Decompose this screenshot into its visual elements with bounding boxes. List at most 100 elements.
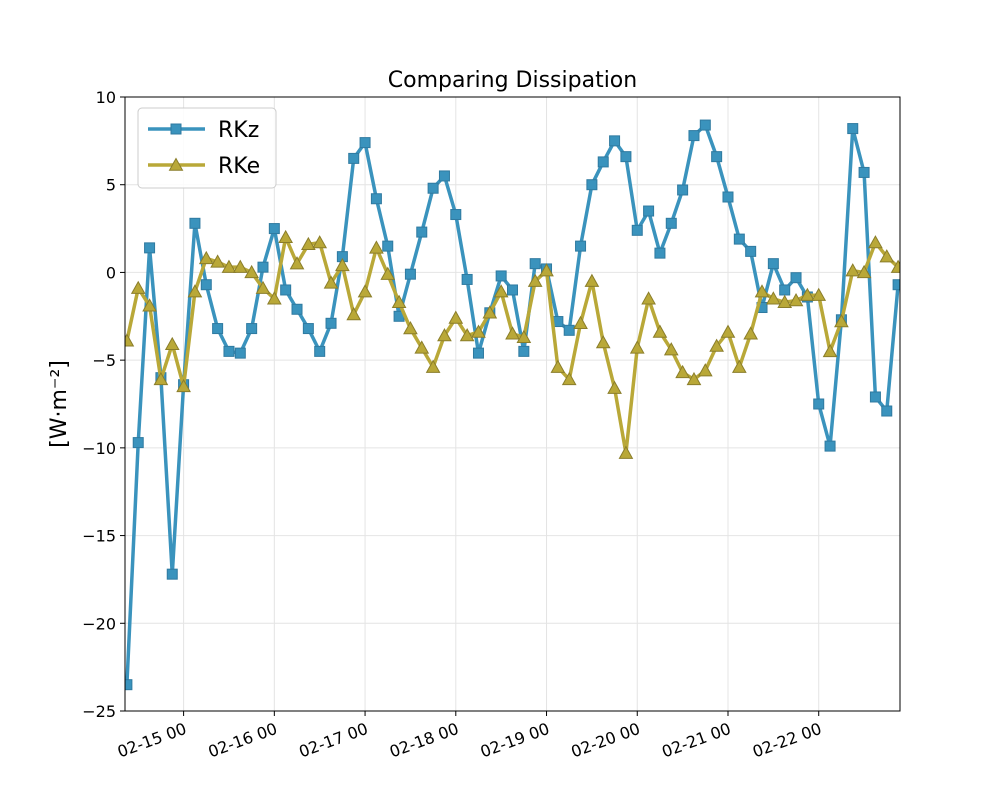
data-point-RKe — [766, 291, 781, 305]
data-point-RKz — [438, 170, 450, 182]
data-point-RKe — [403, 321, 418, 335]
data-point-RKz — [779, 284, 791, 296]
data-point-RKz — [325, 317, 337, 329]
data-point-RKz — [654, 247, 666, 259]
data-point-RKe — [731, 359, 747, 373]
data-point-RKz — [813, 398, 825, 410]
data-point-RKz — [166, 568, 178, 580]
data-point-RKe — [153, 371, 169, 386]
data-point-RKe — [176, 378, 191, 393]
data-point-RKe — [210, 254, 225, 268]
x-tick-label: 02-21 00 — [659, 719, 733, 761]
data-point-RKe — [618, 445, 634, 459]
data-point-RKe — [125, 333, 135, 347]
data-point-RKe — [301, 236, 316, 251]
data-point-RKe — [663, 342, 679, 356]
data-point-RKe — [164, 336, 180, 351]
data-point-RKz — [858, 166, 870, 178]
data-point-RKe — [346, 307, 362, 321]
data-point-RKe — [516, 329, 532, 344]
y-tick-label: 0 — [106, 263, 116, 282]
data-point-RKe — [890, 259, 900, 273]
y-tick-label: −20 — [82, 614, 116, 633]
data-point-RKe — [357, 284, 373, 298]
data-point-RKe — [142, 298, 157, 312]
y-tick-label: 10 — [96, 88, 116, 107]
series-layer — [125, 119, 900, 691]
data-point-RKe — [561, 371, 577, 386]
data-point-RKz — [200, 279, 212, 291]
series-RKz — [125, 119, 900, 691]
data-point-RKz — [722, 191, 734, 203]
data-point-RKz — [125, 679, 133, 691]
data-point-RKz — [745, 245, 757, 257]
data-point-RKe — [675, 364, 690, 379]
y-tick-label: −25 — [82, 702, 116, 721]
data-point-RKz — [472, 347, 484, 359]
data-point-RKe — [482, 305, 498, 319]
data-point-RKz — [495, 270, 507, 282]
data-point-RKz — [427, 182, 439, 194]
x-tick-label: 02-15 00 — [115, 719, 189, 761]
data-point-RKz — [461, 273, 473, 285]
data-point-RKe — [312, 235, 328, 249]
data-point-RKe — [335, 257, 350, 272]
y-tick-label: −5 — [92, 351, 116, 370]
legend-label: RKe — [218, 154, 260, 179]
data-point-RKz — [665, 217, 677, 229]
data-point-RKe — [720, 324, 736, 338]
x-tick-label: 02-17 00 — [296, 719, 370, 761]
x-tick-label: 02-20 00 — [569, 719, 643, 761]
data-point-RKe — [130, 280, 146, 294]
data-point-RKe — [289, 256, 305, 270]
data-point-RKe — [278, 229, 294, 244]
data-point-RKe — [607, 380, 622, 394]
y-tick-label: 5 — [106, 176, 116, 195]
legend-label: RKz — [218, 118, 259, 143]
data-point-RKz — [677, 184, 689, 196]
data-point-RKe — [369, 240, 384, 254]
data-point-RKe — [459, 328, 475, 342]
data-point-RKe — [573, 315, 588, 330]
x-tick-label: 02-22 00 — [750, 719, 824, 761]
data-point-RKe — [448, 310, 464, 324]
x-tick-label: 02-16 00 — [206, 719, 280, 761]
data-point-RKz — [733, 233, 745, 245]
data-point-RKz — [892, 279, 900, 291]
data-point-RKe — [425, 359, 441, 373]
data-point-RKe — [856, 264, 872, 279]
legend: RKz RKe — [137, 107, 277, 189]
data-point-RKz — [144, 242, 156, 254]
data-point-RKe — [391, 294, 407, 308]
data-point-RKe — [550, 359, 566, 373]
data-point-RKz — [359, 137, 371, 149]
data-point-RKe — [244, 264, 259, 279]
x-tick-label: 02-19 00 — [478, 719, 552, 761]
data-point-RKz — [643, 205, 655, 217]
data-point-RKz — [189, 217, 201, 229]
y-tick-label: −15 — [82, 527, 116, 546]
data-point-RKe — [629, 340, 645, 354]
data-point-RKe — [822, 343, 838, 358]
data-point-RKe — [697, 363, 713, 377]
data-point-RKz — [507, 284, 518, 296]
data-point-RKe — [471, 324, 486, 338]
data-point-RKe — [584, 273, 600, 287]
data-point-RKe — [380, 266, 396, 280]
data-point-RKz — [302, 323, 314, 335]
data-point-RKe — [834, 314, 849, 328]
data-point-RKe — [652, 324, 668, 338]
data-point-RKz — [314, 345, 326, 357]
data-point-RKe — [493, 284, 509, 298]
data-point-RKz — [404, 268, 416, 280]
data-point-RKe — [539, 263, 554, 277]
data-point-RKz — [450, 209, 462, 221]
data-point-RKz — [790, 272, 802, 284]
data-point-RKe — [221, 259, 237, 273]
data-point-RKz — [529, 258, 541, 270]
grid-layer — [125, 96, 900, 712]
data-point-RKz — [597, 156, 609, 168]
data-point-RKz — [575, 240, 587, 252]
